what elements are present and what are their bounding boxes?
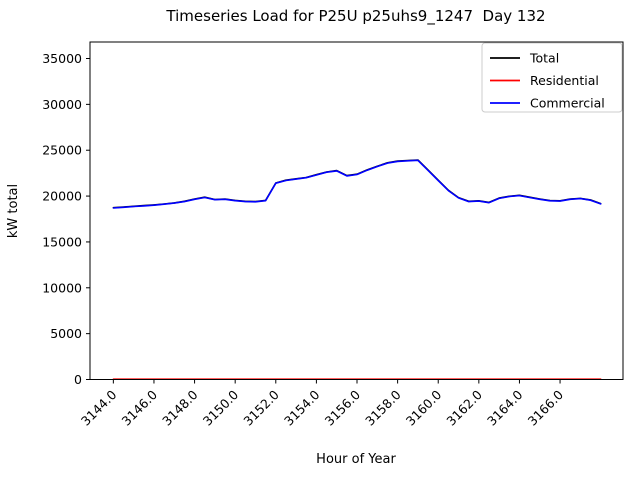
legend-label-residential: Residential bbox=[530, 73, 599, 88]
x-tick-label: 3160.0 bbox=[403, 387, 445, 429]
x-tick-label: 3154.0 bbox=[281, 387, 323, 429]
y-tick-label: 0 bbox=[74, 372, 82, 387]
y-tick-label: 25000 bbox=[42, 143, 82, 158]
x-axis-label: Hour of Year bbox=[316, 452, 396, 467]
y-tick-label: 15000 bbox=[42, 234, 82, 249]
legend-label-commercial: Commercial bbox=[530, 96, 605, 111]
x-tick-label: 3156.0 bbox=[322, 387, 364, 429]
x-tick-label: 3158.0 bbox=[362, 387, 404, 429]
y-tick-label: 35000 bbox=[42, 51, 82, 66]
y-axis-label: kW total bbox=[6, 184, 21, 238]
x-tick-label: 3146.0 bbox=[119, 387, 161, 429]
axes-frame bbox=[89, 41, 624, 380]
x-tick-label: 3150.0 bbox=[200, 387, 242, 429]
line-commercial bbox=[112, 159, 602, 209]
x-tick-label: 3152.0 bbox=[240, 387, 282, 429]
y-axis-ticks: 0 5000 10000 15000 20000 25000 30000 35000 bbox=[42, 51, 90, 387]
y-tick-label: 20000 bbox=[42, 189, 82, 204]
x-axis-ticks: 3144.0 3146.0 3148.0 3150.0 3152.0 3154.0 3156… bbox=[78, 379, 567, 429]
x-tick-label: 3148.0 bbox=[159, 387, 201, 429]
y-tick-label: 30000 bbox=[42, 97, 82, 112]
legend-label-total: Total bbox=[529, 51, 559, 66]
chart-title: Timeseries Load for P25U p25uhs9_1247 Da… bbox=[165, 7, 545, 26]
legend: Total Residential Commercial bbox=[481, 42, 623, 113]
x-tick-label: 3162.0 bbox=[443, 387, 485, 429]
y-tick-label: 10000 bbox=[42, 280, 82, 295]
y-tick-label: 5000 bbox=[50, 326, 82, 341]
x-tick-label: 3166.0 bbox=[525, 387, 567, 429]
x-tick-label: 3144.0 bbox=[78, 387, 120, 429]
legend-box bbox=[481, 42, 623, 113]
x-tick-label: 3164.0 bbox=[484, 387, 526, 429]
